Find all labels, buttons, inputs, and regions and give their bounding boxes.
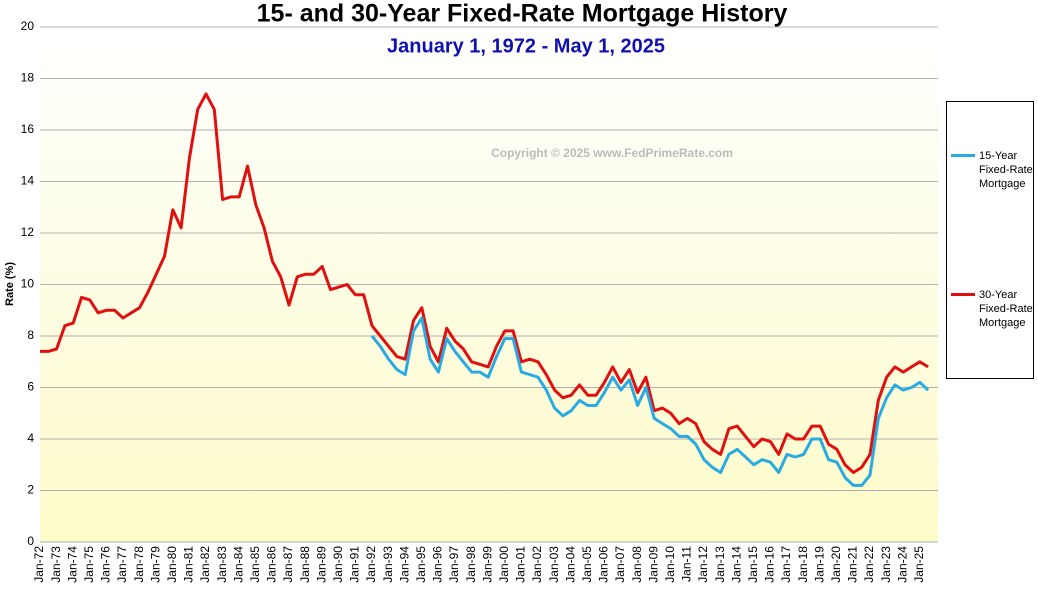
x-tick-label: Jan-02 [530, 546, 544, 583]
y-axis-label: Rate (%) [4, 262, 16, 306]
x-tick-label: Jan-88 [298, 546, 312, 583]
x-tick-label: Jan-81 [182, 546, 196, 583]
grid [40, 26, 938, 543]
copyright: Copyright © 2025 www.FedPrimeRate.com [491, 146, 733, 160]
x-tick-label: Jan-91 [348, 546, 362, 583]
x-tick-label: Jan-95 [414, 546, 428, 583]
y-tick-label: 0 [27, 534, 34, 548]
x-tick-label: Jan-24 [895, 546, 909, 583]
x-tick-label: Jan-11 [680, 546, 694, 582]
x-tick-label: Jan-80 [165, 546, 179, 583]
x-tick-label: Jan-10 [663, 546, 677, 583]
x-tick-label: Jan-22 [862, 546, 876, 583]
x-tick-label: Jan-16 [763, 546, 777, 583]
x-tick-label: Jan-85 [248, 546, 262, 583]
y-tick-label: 8 [27, 328, 34, 342]
x-tick-label: Jan-04 [563, 546, 577, 583]
x-tick-label: Jan-23 [879, 546, 893, 583]
x-tick-label: Jan-76 [99, 546, 113, 583]
x-tick-label: Jan-99 [480, 546, 494, 583]
x-tick-label: Jan-72 [32, 546, 46, 583]
series-line [370, 316, 930, 487]
chart-subtitle: January 1, 1972 - May 1, 2025 [387, 35, 665, 57]
x-tick-label: Jan-17 [779, 546, 793, 583]
x-tick-label: Jan-96 [431, 546, 445, 583]
x-tick-label: Jan-12 [696, 546, 710, 583]
x-tick-label: Jan-97 [447, 546, 461, 583]
x-tick-label: Jan-79 [148, 546, 162, 583]
x-tick-label: Jan-13 [713, 546, 727, 583]
x-tick-label: Jan-84 [231, 546, 245, 583]
y-tick-label: 12 [21, 225, 35, 239]
legend-label: 15-Year Fixed-Rate Mortgage [979, 150, 1033, 190]
x-tick-label: Jan-08 [630, 546, 644, 583]
x-tick-label: Jan-90 [331, 546, 345, 583]
x-tick-label: Jan-21 [846, 546, 860, 583]
y-tick-label: 16 [21, 122, 35, 136]
y-tick-label: 2 [27, 483, 34, 497]
legend-swatch [951, 293, 975, 296]
x-tick-label: Jan-05 [580, 546, 594, 583]
legend-swatch [951, 154, 975, 157]
x-tick-label: Jan-75 [82, 546, 96, 583]
x-tick-label: Jan-01 [514, 546, 528, 583]
x-tick-label: Jan-93 [381, 546, 395, 583]
x-tick-label: Jan-89 [314, 546, 328, 583]
x-tick-label: Jan-09 [646, 546, 660, 583]
y-tick-label: 6 [27, 380, 34, 394]
x-tick-label: Jan-92 [364, 546, 378, 583]
x-tick-label: Jan-03 [547, 546, 561, 583]
x-tick-label: Jan-86 [265, 546, 279, 583]
y-tick-label: 18 [21, 71, 35, 85]
x-tick-label: Jan-73 [49, 546, 63, 583]
x-tick-label: Jan-74 [65, 546, 79, 583]
x-tick-label: Jan-18 [796, 546, 810, 583]
x-tick-label: Jan-82 [198, 546, 212, 583]
x-tick-label: Jan-25 [912, 546, 926, 583]
y-tick-label: 4 [27, 431, 34, 445]
y-tick-label: 14 [21, 174, 35, 188]
x-tick-label: Jan-87 [281, 546, 295, 583]
x-tick-label: Jan-83 [215, 546, 229, 583]
series-line [40, 92, 929, 474]
x-tick-label: Jan-20 [829, 546, 843, 583]
x-tick-label: Jan-19 [812, 546, 826, 583]
legend: 15-Year Fixed-Rate Mortgage 30-Year Fixed… [946, 101, 1034, 379]
legend-label: 30-Year Fixed-Rate Mortgage [979, 289, 1033, 329]
chart-title: 15- and 30-Year Fixed-Rate Mortgage Hist… [257, 0, 788, 28]
x-tick-label: Jan-15 [746, 546, 760, 583]
x-tick-label: Jan-07 [613, 546, 627, 583]
x-tick-label: Jan-98 [464, 546, 478, 583]
x-tick-label: Jan-78 [132, 546, 146, 583]
y-tick-label: 20 [21, 19, 35, 33]
x-tick-label: Jan-06 [597, 546, 611, 583]
x-tick-label: Jan-00 [497, 546, 511, 583]
x-tick-label: Jan-77 [115, 546, 129, 583]
x-tick-label: Jan-14 [729, 546, 743, 583]
y-tick-label: 10 [21, 277, 35, 291]
x-tick-label: Jan-94 [397, 546, 411, 583]
